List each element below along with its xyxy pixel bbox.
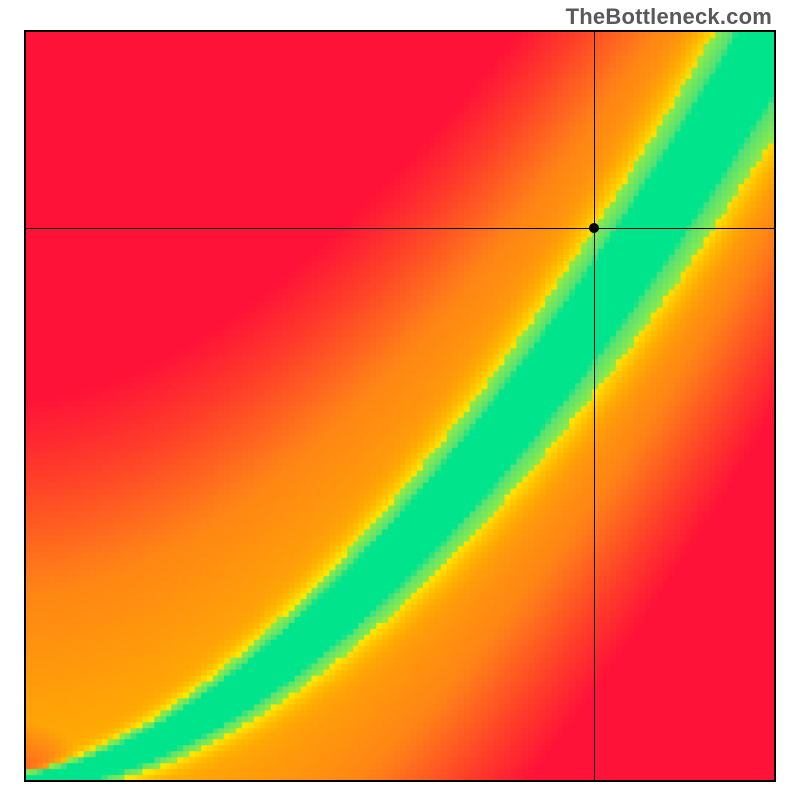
- chart-container: TheBottleneck.com: [0, 0, 800, 800]
- heatmap-canvas: [26, 32, 774, 780]
- bottleneck-heatmap: [24, 30, 776, 782]
- watermark-text: TheBottleneck.com: [566, 4, 772, 30]
